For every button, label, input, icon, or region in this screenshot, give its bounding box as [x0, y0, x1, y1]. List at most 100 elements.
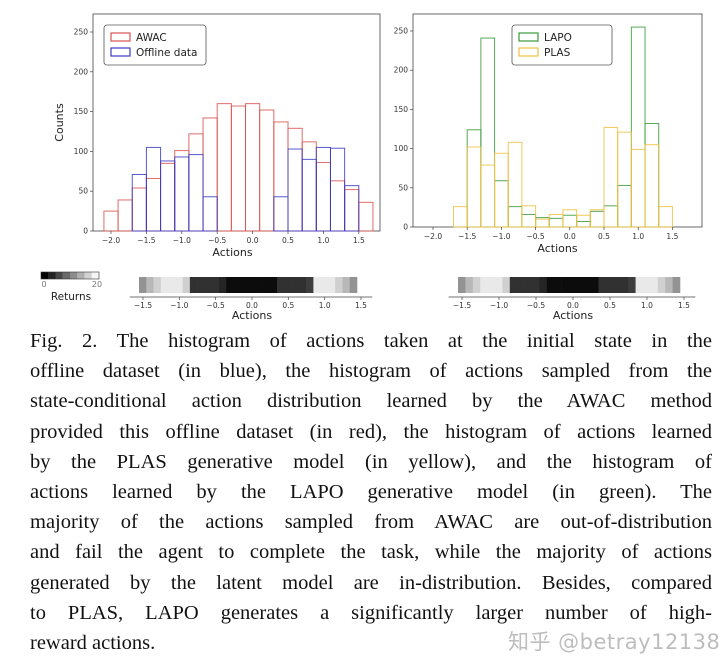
heatmap-cell	[495, 277, 503, 293]
x-tick-label: 1.5	[353, 236, 365, 245]
x-tick-label: −2.0	[102, 236, 120, 245]
heatmap-cell	[532, 277, 540, 293]
y-tick-label: 200	[394, 66, 409, 75]
heatmap-cell	[583, 277, 592, 293]
x-tick-label: −1.5	[458, 232, 476, 241]
colorbar-cell	[84, 272, 92, 279]
x-tick-label: −2.0	[424, 232, 442, 241]
heatmap-cell	[546, 277, 555, 293]
y-tick-label: 0	[403, 223, 408, 232]
histogram-bar-offline-data	[344, 185, 360, 232]
heatmap-cell	[517, 277, 525, 293]
x-tick-label: −1.5	[134, 301, 152, 310]
heatmap-cell	[320, 277, 329, 293]
legend-swatch	[518, 47, 539, 57]
heatmap-cell	[175, 277, 183, 293]
x-tick-label: −0.5	[208, 236, 226, 245]
x-tick-label: 1.5	[666, 232, 678, 241]
heatmap-cell	[298, 277, 307, 293]
heatmap-cell	[218, 277, 227, 293]
caption-line: majority of the actions sampled from AWA…	[30, 511, 712, 534]
y-tick-label: 250	[394, 27, 409, 36]
x-axis-label: Actions	[553, 309, 593, 322]
x-tick-label: 0.5	[604, 301, 616, 310]
heatmap-cell	[628, 277, 636, 293]
y-tick-label: 200	[74, 67, 89, 76]
heatmap-cell	[269, 277, 278, 293]
figure: −2.0 −1.5 −1.0 −0.5 0.0 0.5 1.0 1.5050100150200…	[40, 13, 703, 322]
heatmap-cell	[591, 277, 599, 293]
caption-line: state-conditional action distribution le…	[30, 390, 712, 413]
heatmap-cell	[561, 277, 570, 293]
heatmap-cell	[139, 277, 147, 293]
colorbar-max-label: 20	[92, 280, 102, 289]
heatmap-cell	[524, 277, 533, 293]
heatmap-cell	[291, 277, 300, 293]
y-tick-label: 0	[83, 227, 88, 236]
heatmap-cell	[657, 277, 666, 293]
histogram-bar-offline-data	[202, 196, 218, 232]
heatmap-cell	[472, 277, 481, 293]
heatmap-cell	[204, 277, 212, 293]
histogram-panel-1	[90, 13, 381, 234]
y-tick-label: 250	[74, 28, 89, 37]
x-tick-label: −1.5	[453, 301, 471, 310]
heatmap-cell	[539, 277, 548, 293]
x-tick-label: −1.5	[137, 236, 155, 245]
caption-line: by the PLAS generative model (in yellow)…	[30, 450, 712, 473]
heatmap-cell	[665, 277, 673, 293]
colorbar-cell	[41, 272, 49, 279]
histogram-bar-plas	[644, 144, 660, 228]
legend-box	[511, 24, 613, 66]
colorbar-cell	[55, 272, 63, 279]
heatmap-cell	[502, 277, 511, 293]
returns-heatmap-2	[448, 277, 696, 300]
caption-line: offline dataset (in blue), the histogram…	[30, 360, 712, 383]
x-tick-label: −1.0	[492, 232, 510, 241]
watermark: 知乎 @betray12138	[508, 630, 721, 654]
x-tick-label: 0.5	[282, 301, 294, 310]
heatmap-cell	[211, 277, 220, 293]
y-axis-label: Counts	[53, 103, 66, 142]
x-axis-label: Actions	[232, 309, 272, 322]
heatmap-cell	[349, 277, 358, 293]
x-tick-label: 1.0	[632, 232, 644, 241]
colorbar-cell	[77, 272, 85, 279]
x-axis-label: Actions	[212, 246, 252, 259]
x-tick-label: −0.5	[527, 301, 545, 310]
heatmap-cell	[335, 277, 343, 293]
y-tick-label: 50	[78, 187, 88, 196]
x-tick-label: −0.5	[207, 301, 225, 310]
heatmap-cell	[160, 277, 169, 293]
heatmap-cell	[576, 277, 585, 293]
legend-label: AWAC	[136, 32, 167, 44]
legend-swatch	[110, 32, 131, 42]
heatmap-cell	[635, 277, 644, 293]
heatmap-cell	[153, 277, 162, 293]
heatmap-cell	[262, 277, 271, 293]
colorbar-min-label: 0	[41, 280, 46, 289]
y-tick-label: 50	[398, 183, 408, 192]
y-tick-label: 150	[394, 105, 409, 114]
colorbar-label: Returns	[51, 291, 91, 303]
heatmap-cell	[306, 277, 314, 293]
heatmap-cell	[313, 277, 321, 293]
returns-heatmap-1	[129, 277, 373, 300]
colorbar-cell	[48, 272, 56, 279]
y-tick-label: 100	[74, 147, 89, 156]
caption-line: generated by the latent model are in-dis…	[30, 571, 712, 594]
heatmap-cell	[606, 277, 614, 293]
legend-label: LAPO	[544, 32, 572, 44]
figure-caption: Fig. 2. The histogram of actions taken a…	[30, 326, 712, 658]
heatmap-cell	[255, 277, 263, 293]
x-tick-label: 1.0	[317, 236, 329, 245]
x-tick-label: 1.5	[678, 301, 690, 310]
x-tick-label: 1.0	[641, 301, 653, 310]
legend-label: PLAS	[544, 47, 571, 59]
returns-colorbar	[40, 271, 100, 280]
histogram-bar-plas	[658, 206, 673, 228]
heatmap-cell	[197, 277, 205, 293]
heatmap-cell	[277, 277, 285, 293]
colorbar-cell	[91, 272, 100, 279]
caption-line: and fail the agent to complete the task,…	[30, 541, 712, 564]
